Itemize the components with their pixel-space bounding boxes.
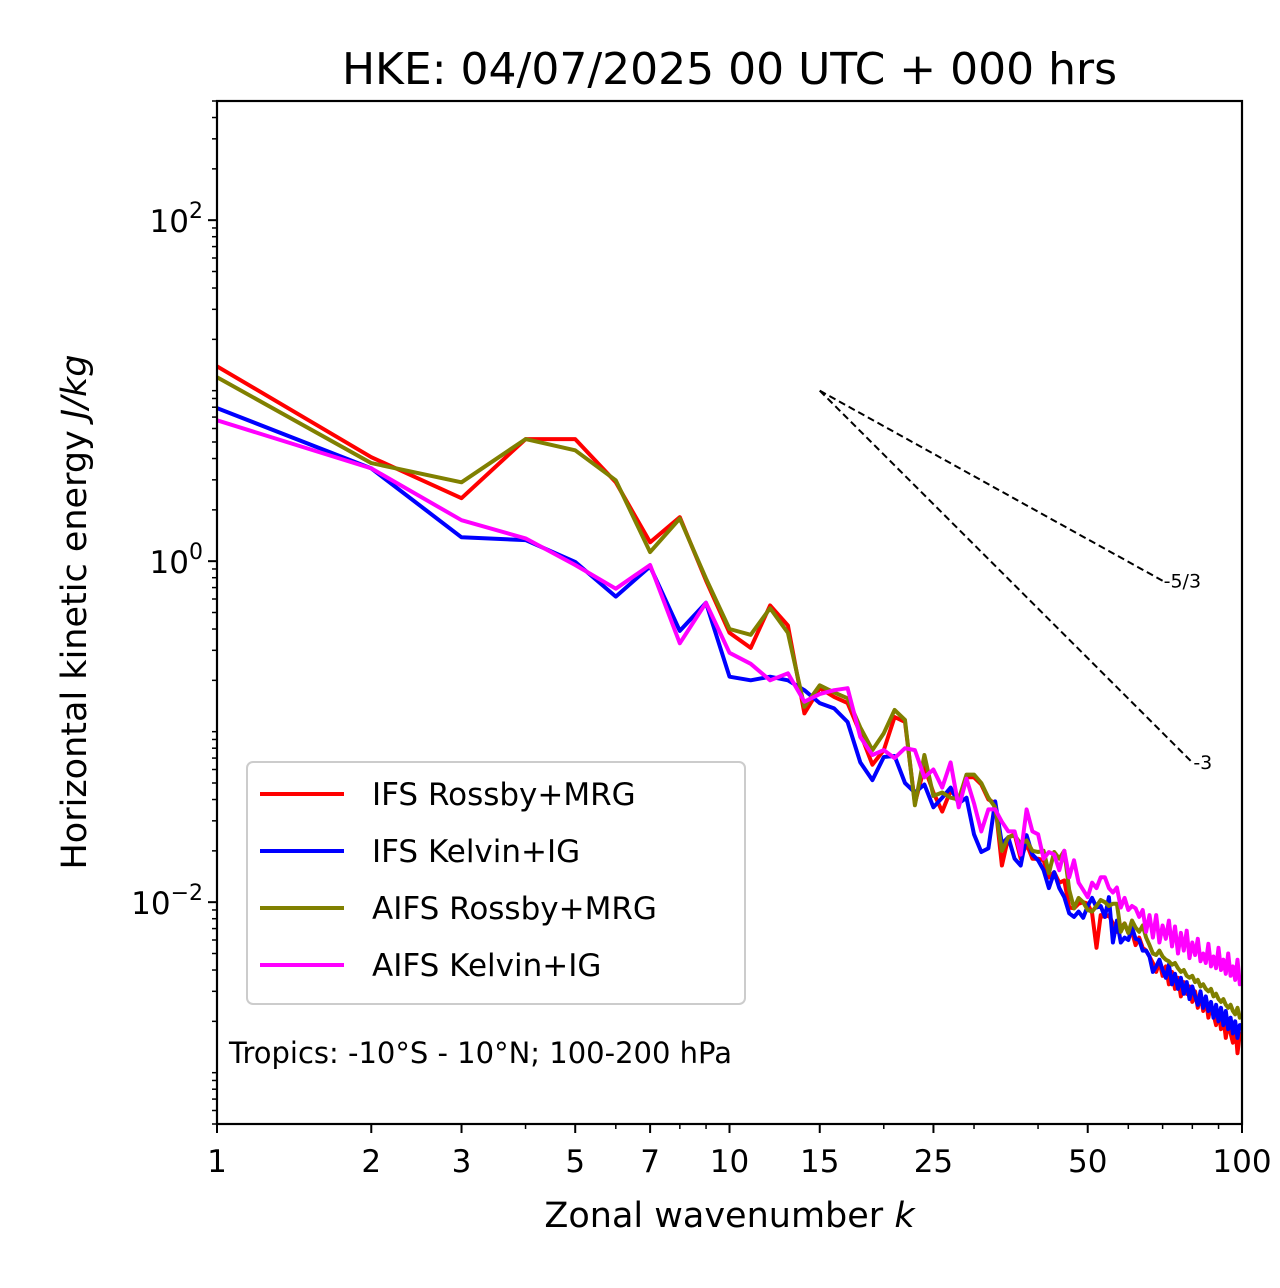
series-lines [217,364,1242,1056]
y-axis-label-units: J/kg [55,354,95,425]
x-tick-label: 7 [640,1144,660,1180]
x-tick-label: 1 [207,1144,227,1180]
x-tick-label: 3 [452,1144,472,1180]
x-tick-label: 25 [914,1144,953,1180]
region-annotation: Tropics: -10°S - 10°N; 100-200 hPa [228,1036,732,1070]
y-axis-label: Horizontal kinetic energy J/kg [55,354,95,869]
x-tick-label: 15 [800,1144,839,1180]
slope-labels: -5/3 -3 [1164,570,1213,774]
x-tick-label: 100 [1212,1144,1271,1180]
series-line-ifs-kelvin-ig [217,406,1242,1040]
y-axis-label-text: Horizontal kinetic energy [55,430,95,869]
legend-label: IFS Rossby+MRG [372,777,636,813]
x-axis-label-text: Zonal wavenumber [544,1196,883,1236]
slope-label-three: -3 [1193,752,1212,774]
x-axis-ticks: 1 2 3 5 7 10 15 25 50 100 [207,1124,1272,1180]
y-tick-label: 100 [150,540,203,581]
legend-items: IFS Rossby+MRG IFS Kelvin+IG AIFS Rossby+M… [260,777,657,984]
x-axis-label-var: k [894,1196,916,1236]
plot-area: -5/3 -3 [217,364,1242,1056]
legend-item: IFS Rossby+MRG [260,777,636,813]
x-tick-label: 5 [565,1144,585,1180]
legend-label: AIFS Rossby+MRG [372,891,657,927]
slope-label-five-thirds: -5/3 [1164,570,1201,592]
legend-box [246,761,746,1005]
x-tick-label: 2 [361,1144,381,1180]
x-tick-label: 10 [710,1144,749,1180]
legend-label: IFS Kelvin+IG [372,834,580,870]
legend: IFS Rossby+MRG IFS Kelvin+IG AIFS Rossby+M… [246,761,746,1005]
legend-item: AIFS Rossby+MRG [260,891,657,927]
x-tick-label: 50 [1068,1144,1107,1180]
legend-item: IFS Kelvin+IG [260,834,580,870]
chart-title: HKE: 04/07/2025 00 UTC + 000 hrs [342,44,1117,95]
y-axis-ticks: 10−2 100 102 [131,100,217,1125]
x-axis-label: Zonal wavenumber k [544,1196,916,1236]
legend-item: AIFS Kelvin+IG [260,948,601,984]
series-line-aifs-kelvin-ig [217,418,1242,987]
y-tick-label: 10−2 [131,881,203,922]
legend-label: AIFS Kelvin+IG [372,948,601,984]
y-tick-label: 102 [150,199,203,240]
